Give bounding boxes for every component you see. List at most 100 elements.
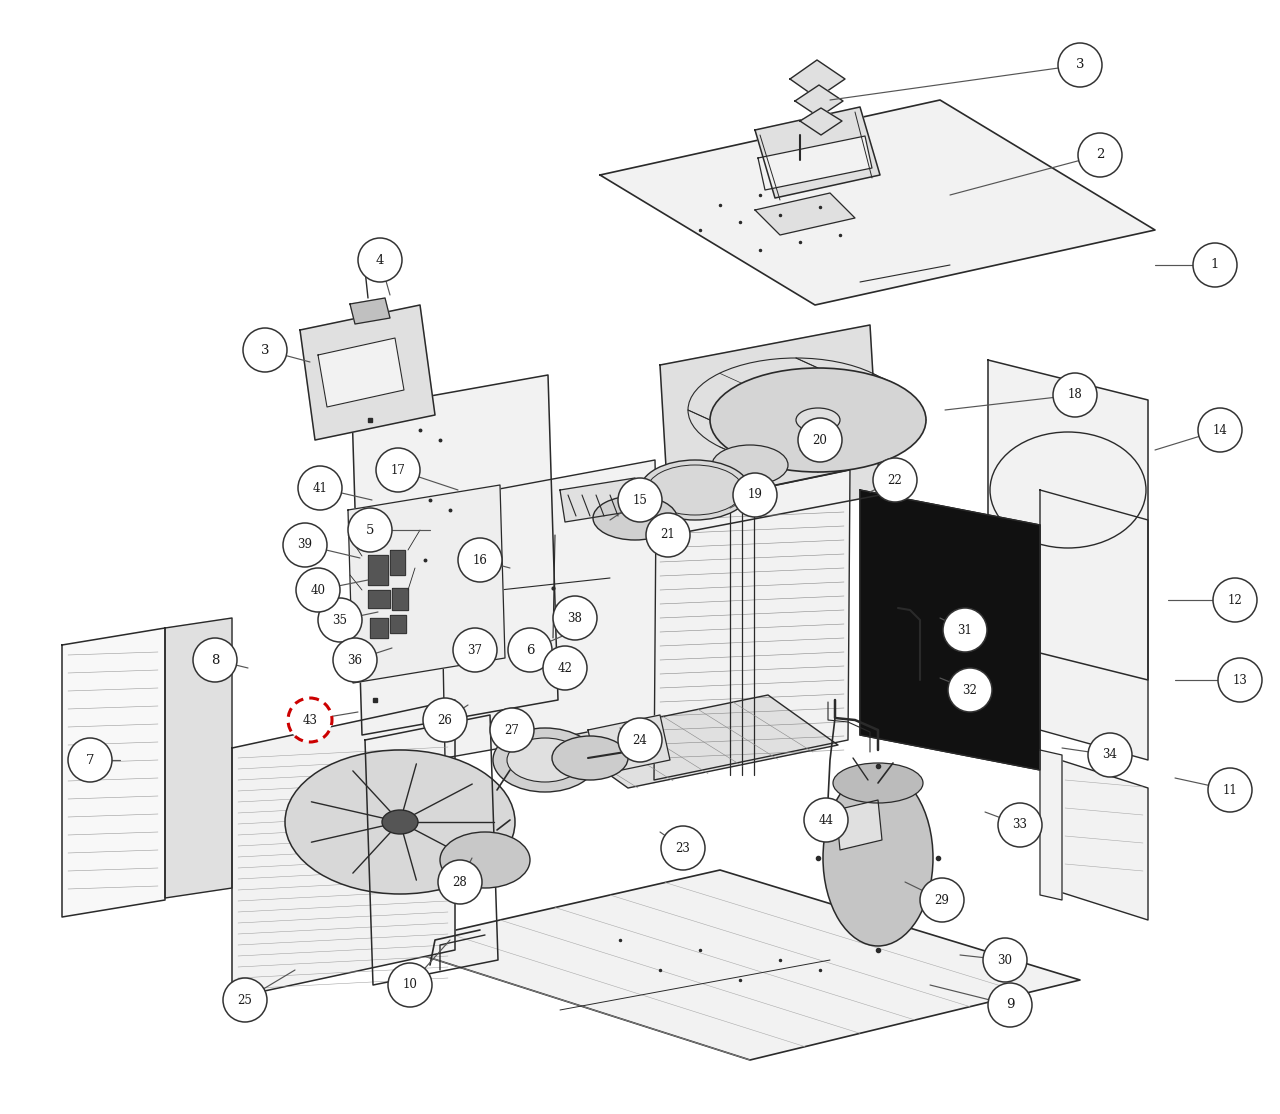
- Polygon shape: [660, 325, 881, 535]
- Circle shape: [376, 448, 420, 492]
- Polygon shape: [1060, 760, 1148, 920]
- Text: 20: 20: [813, 433, 827, 447]
- Text: 34: 34: [1102, 749, 1117, 762]
- Circle shape: [553, 596, 596, 641]
- Polygon shape: [390, 550, 404, 575]
- Text: 41: 41: [312, 481, 328, 495]
- Text: 33: 33: [1012, 819, 1028, 831]
- Polygon shape: [348, 485, 506, 683]
- Polygon shape: [369, 590, 390, 608]
- Ellipse shape: [552, 736, 628, 780]
- Circle shape: [797, 418, 842, 462]
- Text: 36: 36: [347, 654, 362, 666]
- Polygon shape: [836, 800, 882, 850]
- Polygon shape: [352, 375, 558, 735]
- Text: 28: 28: [453, 876, 467, 889]
- Polygon shape: [370, 618, 388, 638]
- Ellipse shape: [823, 770, 933, 946]
- Circle shape: [1053, 373, 1097, 417]
- Text: 42: 42: [558, 662, 572, 674]
- Circle shape: [660, 825, 705, 870]
- Text: 10: 10: [403, 978, 417, 991]
- Circle shape: [1193, 243, 1236, 287]
- Circle shape: [948, 668, 992, 712]
- Text: 18: 18: [1068, 389, 1083, 401]
- Circle shape: [458, 538, 502, 582]
- Polygon shape: [860, 490, 1039, 770]
- Text: 13: 13: [1233, 674, 1248, 686]
- Circle shape: [243, 328, 287, 372]
- Circle shape: [1078, 133, 1123, 177]
- Ellipse shape: [710, 368, 925, 472]
- Circle shape: [920, 878, 964, 922]
- Text: 7: 7: [86, 753, 95, 766]
- Text: 8: 8: [211, 654, 219, 666]
- Text: 1: 1: [1211, 258, 1219, 272]
- Polygon shape: [440, 460, 660, 758]
- Text: 30: 30: [997, 954, 1012, 967]
- Circle shape: [223, 978, 268, 1022]
- Ellipse shape: [833, 763, 923, 803]
- Text: 24: 24: [632, 733, 648, 746]
- Ellipse shape: [796, 408, 840, 432]
- Circle shape: [1213, 578, 1257, 622]
- Text: 16: 16: [472, 554, 488, 567]
- Ellipse shape: [989, 432, 1146, 548]
- Polygon shape: [232, 700, 454, 998]
- Text: 21: 21: [660, 528, 676, 541]
- Ellipse shape: [712, 444, 788, 485]
- Text: 9: 9: [1006, 998, 1014, 1012]
- Text: 4: 4: [376, 254, 384, 266]
- Text: 39: 39: [297, 538, 312, 551]
- Circle shape: [388, 962, 433, 1007]
- Text: 29: 29: [934, 893, 950, 907]
- Circle shape: [422, 698, 467, 742]
- Polygon shape: [795, 85, 844, 117]
- Ellipse shape: [381, 810, 419, 834]
- Polygon shape: [654, 470, 850, 780]
- Polygon shape: [369, 555, 388, 585]
- Polygon shape: [755, 193, 855, 235]
- Polygon shape: [600, 100, 1155, 305]
- Text: 3: 3: [261, 343, 269, 356]
- Text: 43: 43: [302, 713, 317, 726]
- Polygon shape: [392, 588, 408, 610]
- Polygon shape: [300, 305, 435, 440]
- Text: 38: 38: [567, 612, 582, 625]
- Polygon shape: [558, 695, 838, 788]
- Circle shape: [646, 514, 690, 557]
- Ellipse shape: [593, 496, 677, 540]
- Circle shape: [804, 798, 849, 842]
- Polygon shape: [988, 360, 1148, 680]
- Text: 12: 12: [1228, 594, 1243, 606]
- Circle shape: [543, 646, 588, 690]
- Ellipse shape: [440, 832, 530, 888]
- Text: 23: 23: [676, 841, 690, 854]
- Text: 5: 5: [366, 524, 374, 537]
- Circle shape: [438, 860, 483, 903]
- Text: 15: 15: [632, 494, 648, 507]
- Text: 44: 44: [818, 813, 833, 827]
- Polygon shape: [349, 299, 390, 324]
- Text: 6: 6: [526, 644, 534, 656]
- Circle shape: [68, 737, 113, 782]
- Text: 19: 19: [748, 489, 763, 501]
- Circle shape: [358, 238, 402, 282]
- Circle shape: [1088, 733, 1132, 776]
- Circle shape: [283, 522, 326, 567]
- Polygon shape: [390, 615, 406, 633]
- Circle shape: [490, 709, 534, 752]
- Circle shape: [333, 638, 378, 682]
- Circle shape: [873, 458, 916, 502]
- Circle shape: [943, 608, 987, 652]
- Circle shape: [288, 698, 332, 742]
- Text: 17: 17: [390, 463, 406, 477]
- Polygon shape: [588, 715, 669, 775]
- Circle shape: [733, 473, 777, 517]
- Polygon shape: [790, 60, 845, 98]
- Circle shape: [988, 983, 1032, 1027]
- Polygon shape: [61, 628, 165, 917]
- Text: 26: 26: [438, 713, 452, 726]
- Text: 31: 31: [957, 624, 973, 636]
- Text: 3: 3: [1075, 59, 1084, 71]
